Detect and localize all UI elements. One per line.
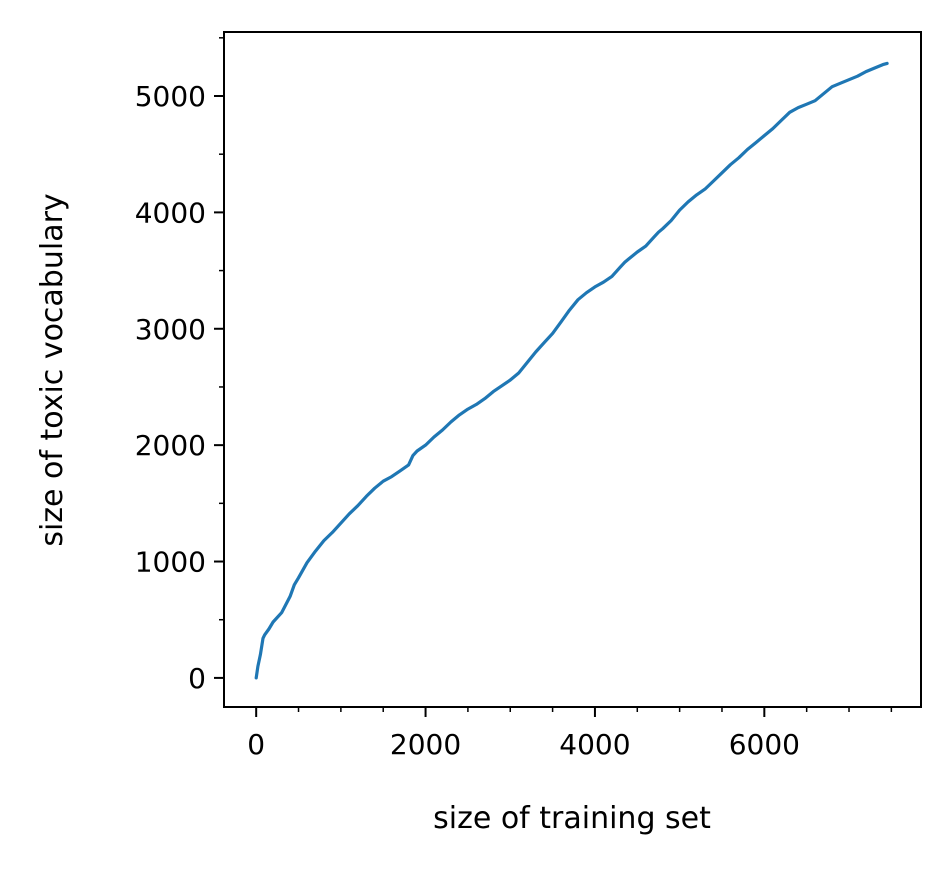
y-tick-label: 3000 <box>135 313 206 346</box>
x-tick-label: 6000 <box>729 728 800 761</box>
x-tick-label: 0 <box>247 728 265 761</box>
major-ticks <box>214 95 766 717</box>
x-tick-label: 4000 <box>559 728 630 761</box>
y-axis-label: size of toxic vocabulary <box>35 193 70 546</box>
y-tick-label: 5000 <box>135 80 206 113</box>
x-axis-label: size of training set <box>433 801 711 836</box>
series-line-toxic-vocabulary <box>254 61 889 680</box>
y-tick-label: 2000 <box>135 429 206 462</box>
x-tick-label: 2000 <box>390 728 461 761</box>
minor-ticks <box>219 37 893 712</box>
y-tick-label: 1000 <box>135 546 206 579</box>
y-tick-label: 0 <box>188 662 206 695</box>
tick-labels: 0 2000 4000 6000 0 1000 2000 3000 4000 5000 <box>135 80 800 761</box>
plot-area-frame <box>223 31 922 708</box>
y-tick-label: 4000 <box>135 196 206 229</box>
